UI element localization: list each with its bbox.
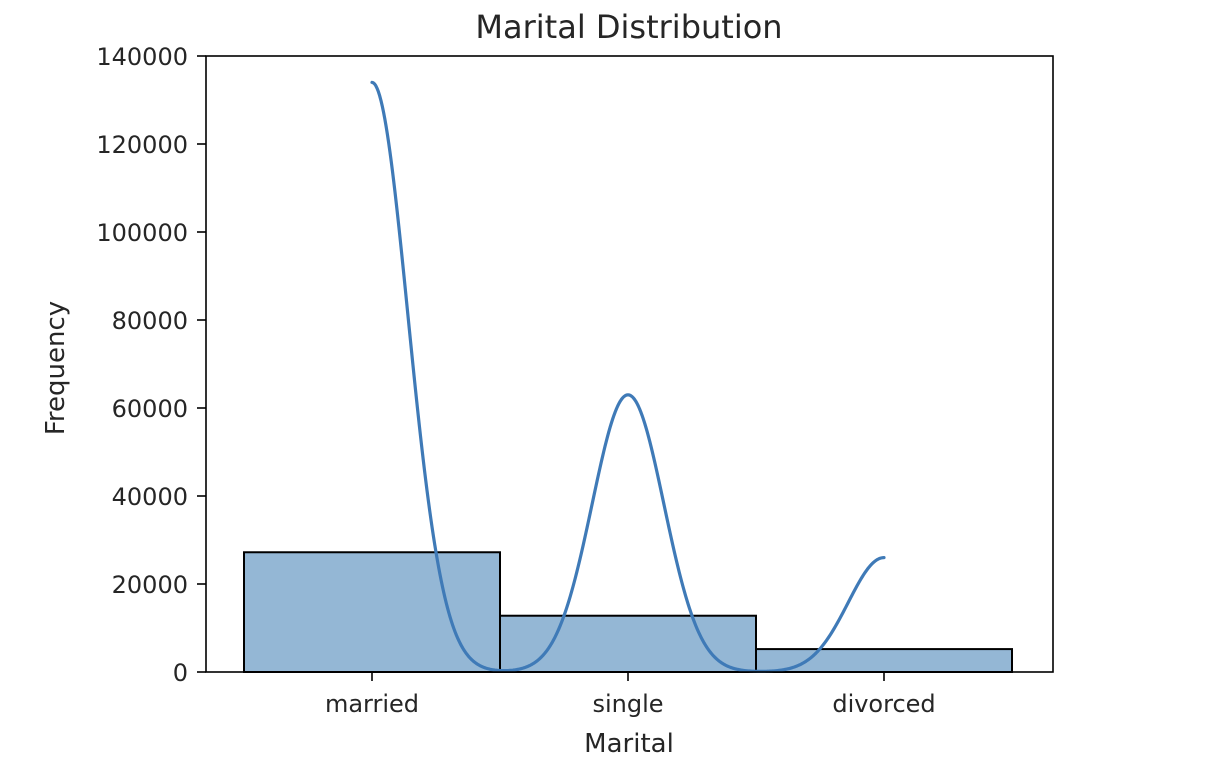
y-tick-label: 100000 [96, 219, 188, 247]
y-tick-label: 60000 [112, 395, 188, 423]
kde-curve [370, 80, 886, 673]
x-tick-label-married: married [325, 690, 419, 718]
y-tick-label: 40000 [112, 483, 188, 511]
y-axis-ticks: 0 20000 40000 60000 80000 100000 120000 140000 [96, 43, 206, 687]
y-tick-label: 140000 [96, 43, 188, 71]
y-axis-label: Frequency [41, 301, 71, 435]
x-axis-label: Marital [584, 729, 674, 759]
x-tick-label-single: single [592, 690, 663, 718]
x-tick-label-divorced: divorced [832, 690, 935, 718]
plot-frame [205, 55, 1054, 673]
y-tick-label: 80000 [112, 307, 188, 335]
y-tick-label: 120000 [96, 131, 188, 159]
bars [243, 551, 1013, 674]
y-tick-label: 0 [173, 659, 188, 687]
bar-single [499, 614, 757, 673]
x-axis-ticks: married single divorced [325, 672, 936, 718]
y-tick-label: 20000 [112, 571, 188, 599]
bar-married [243, 551, 501, 674]
chart-title: Marital Distribution [475, 8, 782, 46]
